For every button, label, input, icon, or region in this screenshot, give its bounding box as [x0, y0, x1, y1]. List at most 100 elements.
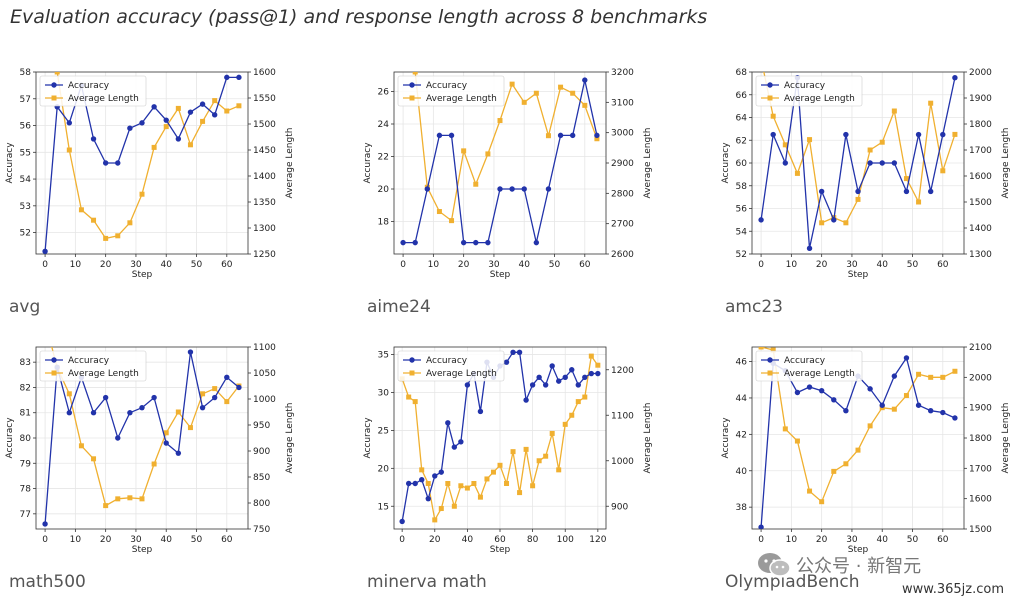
y-right-tick-label: 1300 — [253, 224, 276, 234]
x-tick-label: 20 — [458, 260, 470, 270]
accuracy-point — [163, 117, 169, 123]
x-tick-label: 50 — [549, 260, 561, 270]
accuracy-point — [529, 382, 536, 388]
legend-box — [397, 75, 505, 107]
length-point — [916, 371, 922, 377]
accuracy-point — [115, 160, 121, 166]
x-tick-label: 10 — [428, 260, 440, 270]
y-right-axis-label: Average Length — [285, 128, 295, 199]
y-right-axis-label: Average Length — [1001, 403, 1011, 474]
length-point — [436, 209, 442, 215]
x-axis-label: Step — [132, 270, 153, 280]
x-tick-label: 40 — [519, 260, 531, 270]
accuracy-point — [400, 239, 406, 246]
length-point — [419, 467, 425, 473]
y-right-tick-label: 1250 — [253, 250, 276, 260]
y-left-tick-label: 22 — [378, 153, 389, 163]
length-point — [425, 481, 431, 486]
accuracy-point — [187, 349, 194, 355]
accuracy-point — [940, 409, 946, 416]
length-point — [517, 490, 523, 496]
legend-accuracy-label: Accuracy — [68, 81, 110, 91]
y-left-axis-label: Accuracy — [363, 142, 373, 184]
y-right-tick-label: 2800 — [611, 189, 634, 199]
accuracy-point — [199, 101, 206, 107]
accuracy-point — [855, 188, 861, 195]
length-point — [530, 483, 536, 489]
accuracy-point — [102, 394, 109, 401]
accuracy-point — [523, 397, 529, 403]
legend-length-label: Average Length — [68, 94, 139, 104]
length-point — [54, 72, 60, 75]
length-point — [807, 488, 813, 494]
length-point — [575, 399, 581, 405]
y-left-tick-label: 57 — [20, 95, 31, 105]
accuracy-point — [915, 402, 922, 408]
x-tick-label: 60 — [937, 535, 949, 545]
y-right-tick-label: 1800 — [969, 120, 992, 130]
legend-box — [397, 350, 505, 382]
y-left-tick-label: 55 — [20, 148, 31, 158]
accuracy-point — [879, 160, 885, 166]
y-right-tick-label: 1200 — [611, 366, 634, 376]
chart-panel-olympiadbench: 0 10 20 30 40 50 60 38 40 42 44 46 1500 1600 1700 1800 1… — [716, 335, 1024, 560]
accuracy-point — [412, 239, 418, 246]
legend: Accuracy Average Length — [397, 350, 505, 382]
length-point — [43, 44, 48, 49]
y-right-tick-label: 900 — [611, 502, 628, 512]
length-line — [51, 347, 240, 507]
watermark-url: www.365jz.com — [902, 582, 1004, 597]
legend-length-label: Average Length — [426, 94, 497, 104]
legend-accuracy-label: Accuracy — [784, 81, 826, 91]
y-left-tick-label: 40 — [736, 467, 748, 477]
length-point — [473, 181, 479, 187]
length-point — [200, 118, 206, 124]
length-point — [103, 503, 109, 509]
y-left-tick-label: 20 — [378, 464, 390, 474]
length-point — [952, 368, 958, 374]
x-tick-label: 60 — [221, 260, 233, 270]
accuracy-point — [224, 74, 230, 81]
y-left-tick-label: 42 — [736, 430, 747, 440]
accuracy-point — [806, 384, 813, 390]
accuracy-point — [516, 349, 523, 356]
accuracy-point — [556, 378, 562, 384]
chart-olympiadbench: 0 10 20 30 40 50 60 38 40 42 44 46 1500 1600 1700 1800 1… — [721, 343, 1011, 555]
y-right-tick-label: 1400 — [969, 224, 992, 234]
y-right-axis-label: Average Length — [1001, 128, 1011, 199]
x-tick-label: 40 — [877, 260, 889, 270]
legend-accuracy-marker — [51, 357, 57, 363]
x-tick-label: 20 — [816, 535, 828, 545]
legend-accuracy-marker — [767, 357, 773, 363]
length-point — [43, 319, 48, 324]
y-right-tick-label: 3100 — [611, 98, 634, 108]
accuracy-point — [66, 120, 73, 126]
y-left-tick-label: 56 — [20, 122, 32, 132]
x-tick-label: 60 — [494, 535, 506, 545]
y-left-tick-label: 83 — [20, 358, 31, 368]
x-tick-label: 20 — [816, 260, 828, 270]
chart-amc23: 0 10 20 30 40 50 60 52 54 56 58 60 62 64 66 68 1300 1400 1… — [721, 68, 1011, 280]
accuracy-point — [903, 355, 910, 361]
accuracy-point — [175, 136, 182, 142]
length-point — [543, 453, 549, 459]
accuracy-point — [594, 132, 600, 139]
length-point — [438, 506, 444, 512]
benchmark-label-olympiadbench: OlympiadBench — [725, 572, 860, 592]
y-right-tick-label: 1400 — [253, 172, 276, 182]
x-tick-label: 20 — [429, 535, 441, 545]
accuracy-point — [405, 480, 412, 487]
y-left-tick-label: 38 — [736, 503, 748, 513]
accuracy-point — [952, 415, 958, 421]
length-point — [477, 494, 483, 500]
length-point — [770, 113, 776, 119]
length-point — [891, 406, 897, 412]
length-point — [406, 394, 412, 400]
accuracy-point — [927, 408, 934, 414]
benchmark-label-aime24: aime24 — [367, 297, 431, 317]
y-right-tick-label: 1550 — [253, 94, 276, 104]
length-point — [533, 90, 539, 96]
accuracy-point — [42, 521, 48, 527]
length-point — [794, 170, 800, 176]
length-point — [819, 220, 825, 226]
